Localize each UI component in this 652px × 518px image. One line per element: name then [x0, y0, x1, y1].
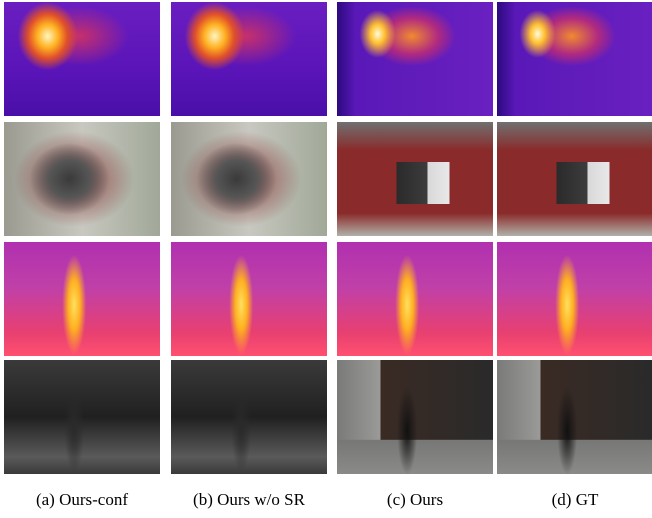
result-image [4, 2, 160, 116]
result-image [171, 360, 327, 474]
result-image [171, 2, 327, 116]
subfigure-caption: (d) GT [490, 490, 652, 510]
result-image [4, 122, 160, 236]
figure: (a) Ours-conf(b) Ours w/o SR(c) Ours(d) … [0, 0, 652, 518]
result-image [497, 122, 652, 236]
result-image [4, 360, 160, 474]
subfigure-caption: (a) Ours-conf [0, 490, 167, 510]
result-image [337, 122, 493, 236]
result-image [497, 360, 652, 474]
result-image [337, 360, 493, 474]
result-image [171, 122, 327, 236]
result-image [497, 242, 652, 356]
subfigure-caption: (b) Ours w/o SR [164, 490, 334, 510]
result-image [337, 242, 493, 356]
result-image [337, 2, 493, 116]
result-image [497, 2, 652, 116]
result-image [171, 242, 327, 356]
result-image [4, 242, 160, 356]
subfigure-caption: (c) Ours [330, 490, 500, 510]
